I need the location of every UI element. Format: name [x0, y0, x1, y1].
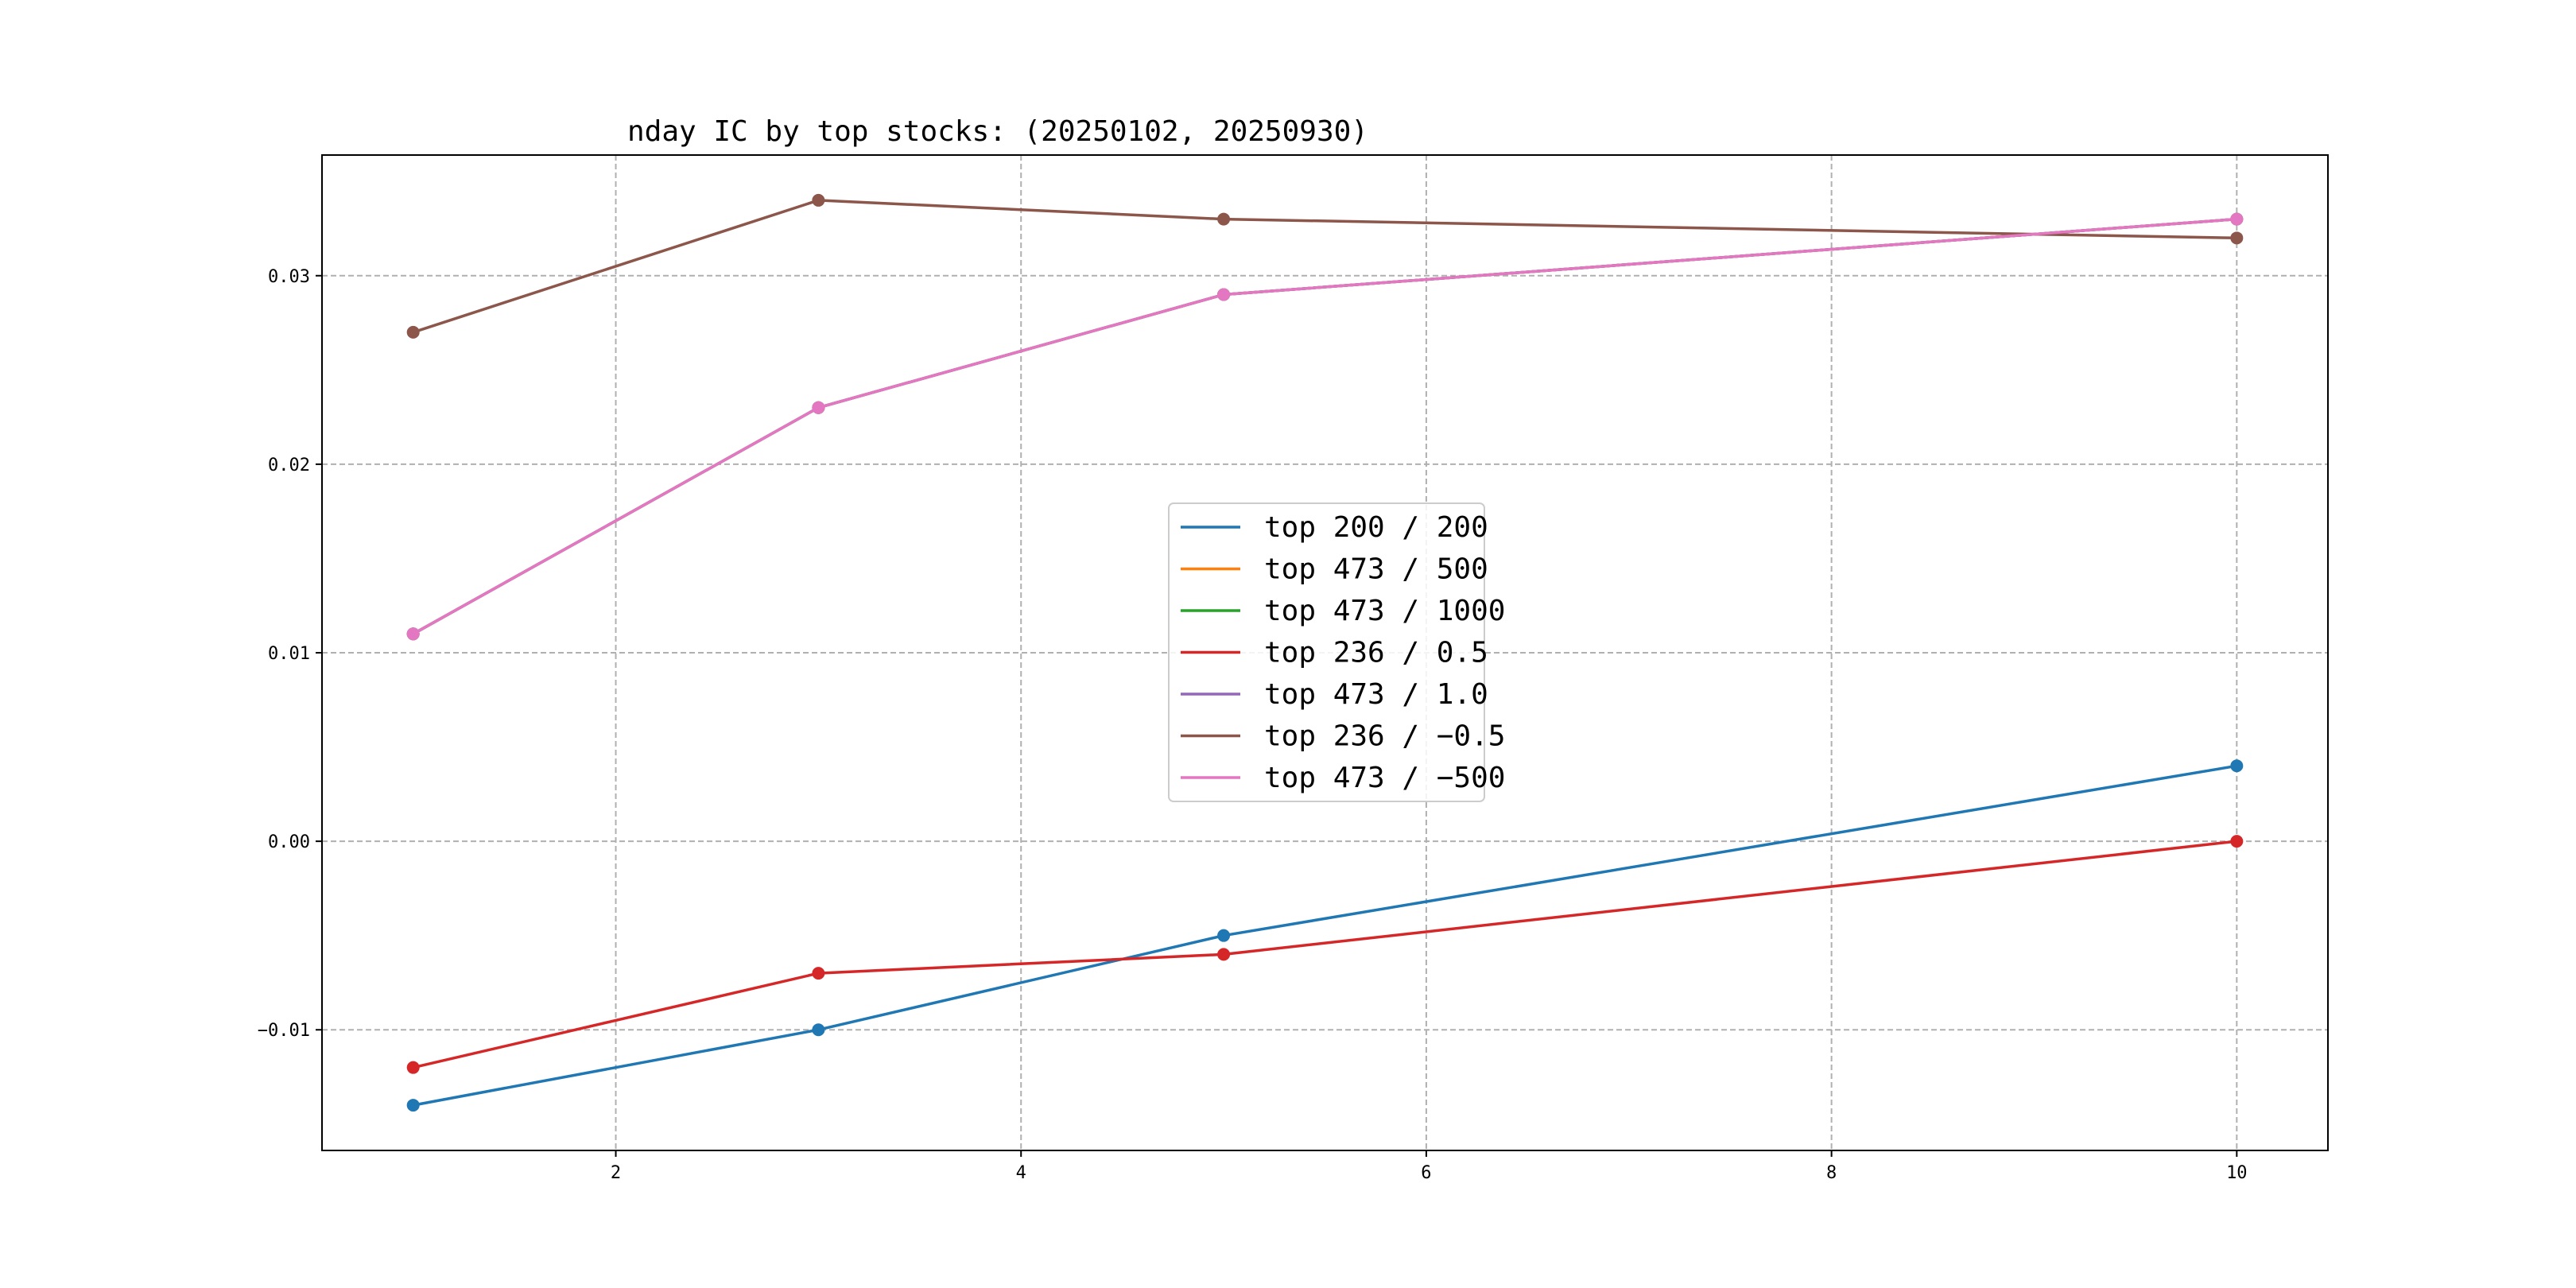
legend-entry-label: top 236 / 0.5 [1264, 637, 1488, 669]
series-5 [406, 193, 2244, 339]
data-point [406, 1099, 420, 1112]
x-axis: 2 4 6 8 10 [611, 1150, 2248, 1183]
y-axis: −0.01 0.00 0.01 0.02 0.03 [258, 267, 322, 1041]
data-point [406, 325, 420, 339]
chart-title: nday IC by top stocks: (20250102, 202509… [627, 115, 1368, 148]
legend-entry-label: top 473 / −500 [1264, 762, 1505, 794]
legend: top 200 / 200 top 473 / 500 top 473 / 1000… [1168, 502, 1505, 802]
y-tick-label: 0.01 [268, 644, 310, 664]
series-3 [406, 835, 2244, 1074]
data-point [1217, 288, 1231, 301]
legend-entry-label: top 236 / −0.5 [1264, 720, 1505, 753]
data-point [406, 1061, 420, 1074]
series-line [413, 840, 2237, 1069]
data-point [2230, 835, 2244, 848]
x-tick-label: 6 [1421, 1163, 1431, 1183]
data-point [812, 401, 825, 414]
data-point [812, 1023, 825, 1037]
y-tick-label: 0.00 [268, 832, 310, 852]
data-point [1217, 948, 1231, 961]
data-point [1217, 929, 1231, 942]
y-tick-label: 0.03 [268, 267, 310, 287]
series-line [412, 217, 2237, 635]
series-layer [406, 193, 2244, 1112]
series-line [413, 199, 2237, 334]
y-tick-label: 0.02 [268, 456, 310, 475]
x-tick-label: 2 [611, 1163, 621, 1183]
series-0 [406, 759, 2244, 1112]
data-point [812, 193, 825, 207]
legend-entry-label: top 200 / 200 [1264, 511, 1488, 544]
legend-frame [1168, 502, 1485, 802]
y-tick-label: −0.01 [258, 1021, 310, 1041]
legend-entry-label: top 473 / 500 [1264, 553, 1488, 586]
data-point [2230, 212, 2244, 226]
series-line [413, 764, 2237, 1107]
grid-layer [322, 155, 2328, 1150]
x-tick-label: 8 [1826, 1163, 1837, 1183]
legend-entry-label: top 473 / 1.0 [1264, 678, 1488, 711]
legend-entry-label: top 473 / 1000 [1264, 595, 1505, 627]
data-point [2230, 231, 2244, 245]
data-point [1217, 212, 1231, 226]
x-tick-label: 4 [1016, 1163, 1026, 1183]
data-point [2230, 759, 2244, 773]
x-tick-label: 10 [2226, 1163, 2248, 1183]
data-point [406, 627, 420, 641]
data-point [812, 967, 825, 980]
series-6 [406, 212, 2244, 641]
